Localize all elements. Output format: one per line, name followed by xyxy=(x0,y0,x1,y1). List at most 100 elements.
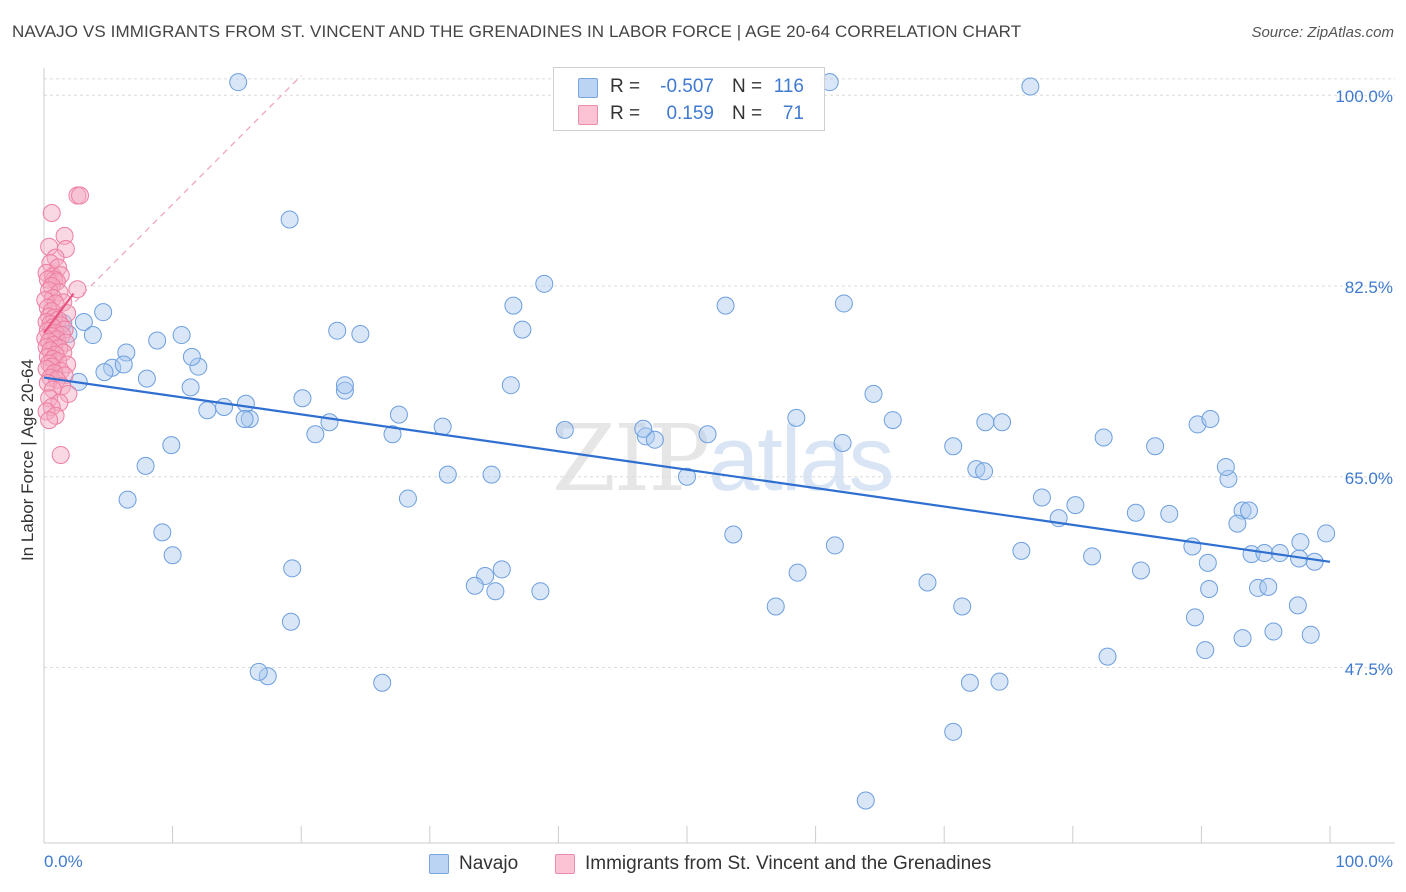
y-tick-82-5: 82.5% xyxy=(1344,278,1393,297)
navajo-point xyxy=(1131,561,1150,580)
n-label: N = xyxy=(732,76,763,97)
legend-row-navajo: R = -0.507 N = 116 xyxy=(554,74,824,100)
navajo-point xyxy=(465,576,484,595)
svg-immigrants-point xyxy=(51,445,70,464)
navajo-point xyxy=(215,397,234,416)
r-label: R = xyxy=(610,103,641,124)
navajo-point xyxy=(438,465,457,484)
navajo-point xyxy=(280,210,299,229)
navajo-point xyxy=(1012,541,1031,560)
navajo-point xyxy=(1200,580,1219,599)
navajo-point xyxy=(1201,409,1220,428)
navajo-point xyxy=(235,409,254,428)
navajo-point xyxy=(766,597,785,616)
navajo-point xyxy=(1021,77,1040,96)
navajo-points xyxy=(46,73,1336,810)
svg-immigrants-point xyxy=(55,226,74,245)
svg-immigrants-point xyxy=(42,203,61,222)
navajo-point xyxy=(335,381,354,400)
navajo-point xyxy=(990,672,1009,691)
x-tick-100: 100.0% xyxy=(1335,852,1393,871)
navajo-point xyxy=(531,582,550,601)
svg-immigrants-point xyxy=(58,355,77,374)
navajo-point xyxy=(162,436,181,455)
navajo-point xyxy=(960,673,979,692)
navajo-point xyxy=(229,73,248,92)
navajo-point xyxy=(198,401,217,420)
navajo-point xyxy=(834,294,853,313)
navajo-point xyxy=(398,489,417,508)
gridlines xyxy=(44,78,1395,669)
navajo-point xyxy=(258,667,277,686)
chart-title: NAVAJO VS IMMIGRANTS FROM ST. VINCENT AN… xyxy=(12,22,1022,41)
navajo-point xyxy=(1160,504,1179,523)
navajo-point xyxy=(944,437,963,456)
navajo-point xyxy=(1032,488,1051,507)
svg-swatch xyxy=(578,105,598,125)
navajo-point xyxy=(864,384,883,403)
navajo-point xyxy=(1146,437,1165,456)
navajo-point xyxy=(306,425,325,444)
navajo-point xyxy=(236,394,255,413)
y-tick-47-5: 47.5% xyxy=(1344,660,1393,679)
navajo-point xyxy=(1066,496,1085,515)
legend-label: Immigrants from St. Vincent and the Gren… xyxy=(585,853,992,874)
navajo-point xyxy=(433,417,452,436)
navajo-point xyxy=(501,376,520,395)
navajo-point xyxy=(172,326,191,345)
svg-trend-extension xyxy=(43,75,302,334)
navajo-point xyxy=(320,413,339,432)
navajo-point xyxy=(698,425,717,444)
navajo-point xyxy=(383,425,402,444)
y-tick-100: 100.0% xyxy=(1335,87,1393,106)
navajo-point xyxy=(482,465,501,484)
navajo-point xyxy=(389,405,408,424)
svg-immigrants-point xyxy=(71,186,90,205)
navajo-point xyxy=(153,523,172,542)
navajo-point xyxy=(1317,524,1336,543)
navajo-swatch xyxy=(429,854,449,874)
n-label: N = xyxy=(732,103,763,124)
navajo-point xyxy=(182,347,201,366)
navajo-point xyxy=(281,612,300,631)
navajo-point xyxy=(1305,552,1324,571)
navajo-point xyxy=(504,296,523,315)
x-tick-0: 0.0% xyxy=(44,852,83,871)
navajo-point xyxy=(94,303,113,322)
navajo-point xyxy=(788,563,807,582)
navajo-point xyxy=(1228,514,1247,533)
y-axis-label: In Labor Force | Age 20-64 xyxy=(18,359,37,561)
navajo-point xyxy=(883,411,902,430)
navajo-point xyxy=(1259,577,1278,596)
navajo-point xyxy=(1196,641,1215,660)
navajo-point xyxy=(724,525,743,544)
navajo-point xyxy=(953,597,972,616)
y-tick-65: 65.0% xyxy=(1344,469,1393,488)
navajo-point xyxy=(1216,457,1235,476)
navajo-point xyxy=(1288,596,1307,615)
navajo-point xyxy=(993,413,1012,432)
navajo-point xyxy=(486,582,505,601)
navajo-point xyxy=(555,420,574,439)
navajo-point xyxy=(1185,608,1204,627)
navajo-swatch xyxy=(578,78,598,98)
navajo-point xyxy=(240,409,259,428)
watermark-zip: ZIP xyxy=(552,405,710,512)
series-legend: Navajo Immigrants from St. Vincent and t… xyxy=(0,852,1406,878)
navajo-point xyxy=(181,378,200,397)
navajo-point xyxy=(967,460,986,479)
navajo-point xyxy=(1239,501,1258,520)
navajo-point xyxy=(1083,547,1102,566)
navajo-point xyxy=(535,274,554,293)
navajo-point xyxy=(148,331,167,350)
legend-row-svg: R = 0.159 N = 71 xyxy=(554,101,824,127)
navajo-point xyxy=(634,419,653,438)
navajo-point xyxy=(1094,428,1113,447)
navajo-point xyxy=(856,791,875,810)
navajo-point xyxy=(678,467,696,486)
navajo-point xyxy=(74,312,93,331)
r-value: -0.507 xyxy=(660,76,714,97)
navajo-point xyxy=(83,326,102,345)
svg-trend-line xyxy=(43,292,75,334)
